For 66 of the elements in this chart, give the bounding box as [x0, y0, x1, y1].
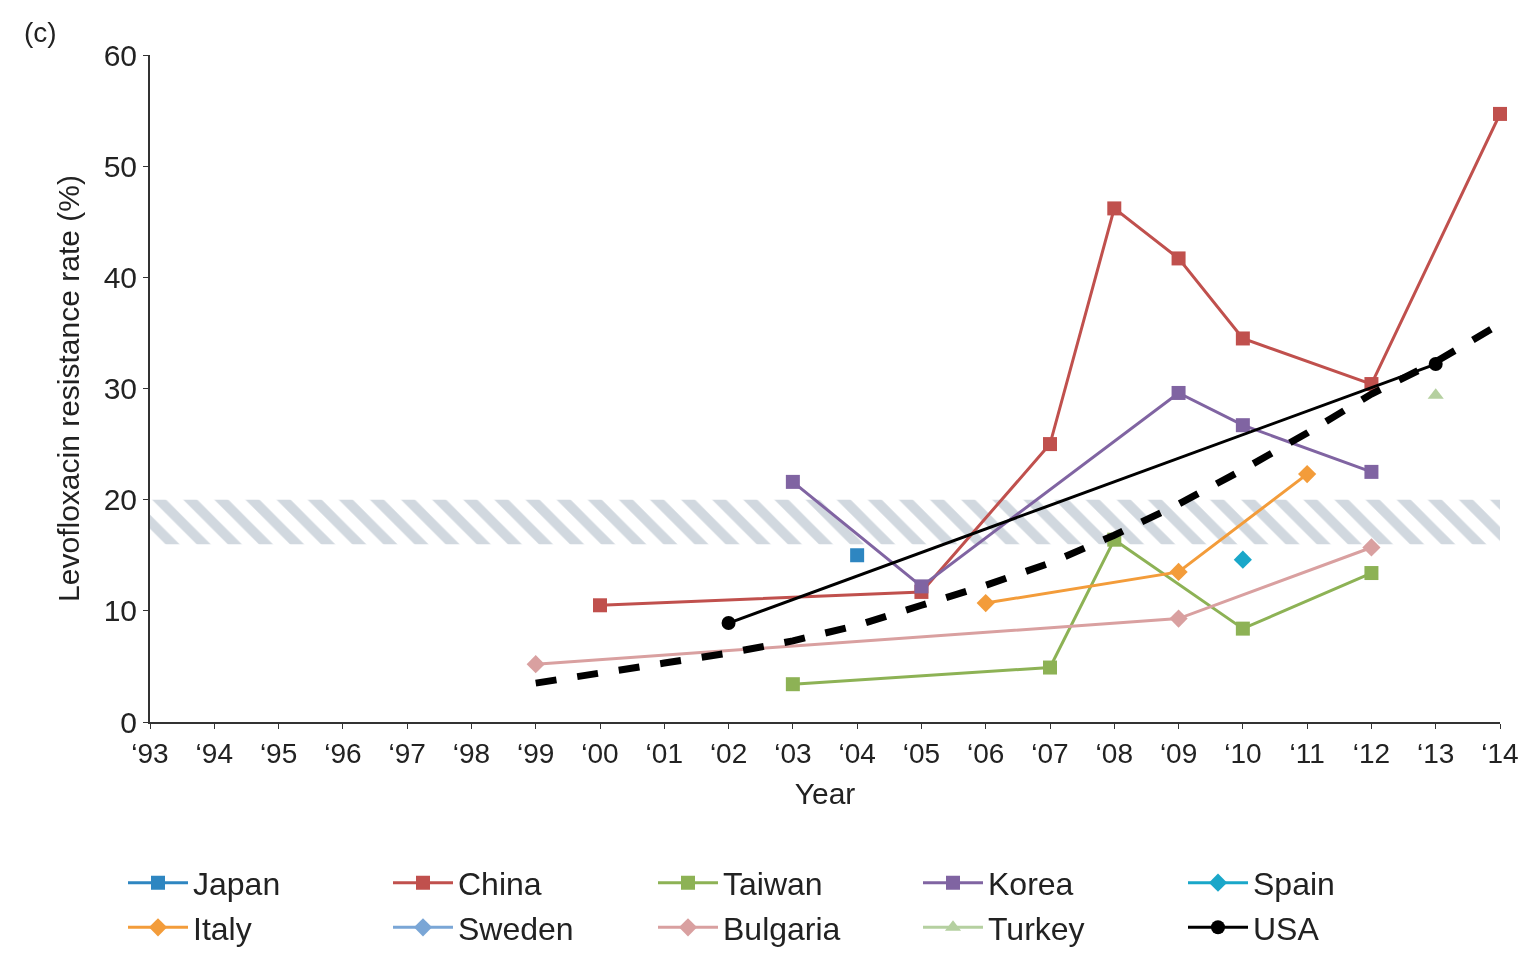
point: [1493, 106, 1507, 121]
legend-label: USA: [1253, 910, 1320, 947]
x-tick-label: ‘06: [967, 737, 1005, 769]
point: [1169, 562, 1188, 582]
x-tick-label: ‘11: [1289, 737, 1325, 769]
legend-label: Turkey: [988, 910, 1085, 947]
legend-label: Taiwan: [723, 866, 823, 903]
x-tick-label: ‘95: [259, 737, 298, 769]
point: [850, 548, 865, 563]
point: [593, 598, 607, 613]
x-tick-label: ‘13: [1417, 737, 1455, 769]
x-tick-label: ‘12: [1352, 737, 1391, 769]
x-tick-label: ‘96: [324, 737, 362, 769]
point: [1364, 566, 1379, 581]
legend-label: Italy: [193, 910, 252, 947]
legend-label: Sweden: [458, 910, 574, 947]
point: [1043, 437, 1057, 452]
point: [1298, 465, 1317, 484]
point: [1364, 464, 1379, 479]
point: [976, 593, 995, 613]
point: [1169, 609, 1188, 628]
y-tick-label: 0: [120, 705, 137, 739]
y-tick-label: 40: [103, 260, 137, 294]
point: [1235, 331, 1250, 346]
y-tick-label: 30: [103, 372, 137, 405]
y-tick-label: 20: [103, 483, 137, 517]
x-tick-label: ‘02: [709, 737, 748, 769]
point: [1171, 385, 1186, 400]
point: [1362, 538, 1381, 557]
point: [785, 474, 800, 489]
point: [1235, 418, 1250, 433]
x-tick-label: ‘05: [902, 737, 941, 769]
x-tick-label: ‘00: [581, 737, 619, 769]
point: [721, 616, 736, 631]
text: (c): [24, 17, 57, 48]
point: [1107, 201, 1122, 216]
x-tick-label: ‘10: [1224, 737, 1262, 769]
legend-label: Japan: [193, 866, 281, 903]
point: [526, 655, 545, 674]
legend-label: China: [458, 866, 542, 903]
x-tick-label: ‘07: [1031, 737, 1069, 769]
legend-label: Korea: [988, 866, 1074, 903]
x-tick-label: ‘01: [645, 737, 683, 769]
x-axis-title: Year: [794, 776, 856, 810]
point: [785, 677, 800, 692]
y-tick-label: 60: [103, 38, 137, 72]
x-tick-label: ‘98: [452, 737, 491, 769]
legend-label: Bulgaria: [723, 910, 841, 947]
y-tick-label: 50: [103, 149, 137, 183]
point: [1171, 251, 1186, 266]
x-tick-label: ‘09: [1159, 737, 1198, 769]
x-tick-label: ‘99: [517, 737, 555, 769]
point: [1233, 550, 1252, 569]
point: [914, 579, 929, 594]
point: [1235, 621, 1250, 636]
x-tick-label: ‘97: [388, 737, 426, 769]
legend-label: Spain: [1253, 866, 1335, 903]
point: [1043, 660, 1057, 675]
x-tick-label: ‘04: [838, 737, 876, 769]
x-tick-label: ‘94: [195, 737, 233, 769]
x-tick-label: ‘14: [1481, 737, 1519, 769]
x-tick-label: ‘08: [1095, 737, 1133, 769]
x-tick-label: ‘03: [774, 737, 812, 769]
y-axis-title: Levofloxacin resistance rate (%): [52, 175, 86, 602]
x-tick-label: ‘93: [131, 737, 169, 769]
y-tick-label: 10: [103, 594, 137, 628]
